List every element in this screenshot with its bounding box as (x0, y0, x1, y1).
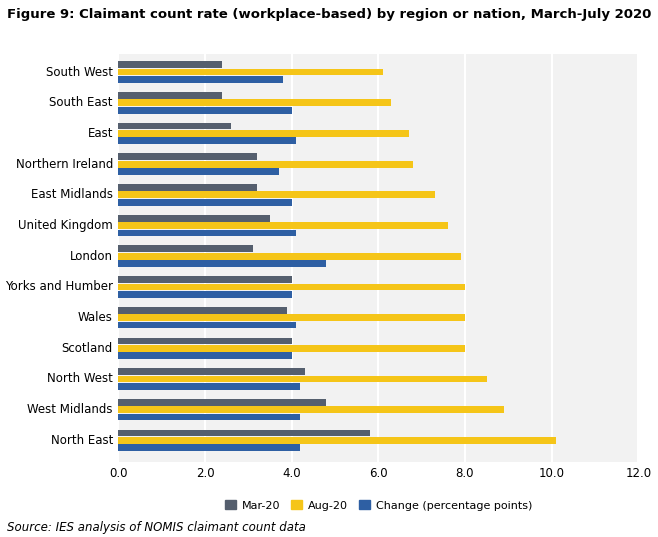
Bar (118, 229, 296, 236)
Bar (118, 399, 326, 405)
Bar (118, 137, 296, 144)
Bar (118, 184, 257, 191)
Bar (118, 76, 283, 83)
Bar (118, 192, 435, 198)
Bar (118, 168, 279, 175)
Bar (118, 154, 257, 160)
Bar (118, 383, 300, 390)
Bar (118, 291, 291, 297)
Bar (118, 444, 300, 451)
Bar (118, 99, 392, 106)
Bar (118, 375, 487, 382)
Bar (118, 322, 296, 328)
Bar (118, 260, 326, 267)
Bar (118, 437, 556, 444)
Bar (118, 284, 465, 291)
Text: Figure 9: Claimant count rate (workplace-based) by region or nation, March-July : Figure 9: Claimant count rate (workplace… (7, 8, 651, 21)
Bar (118, 368, 305, 375)
Bar (118, 92, 222, 99)
Bar (118, 352, 291, 359)
Bar (118, 107, 291, 113)
Bar (118, 215, 270, 222)
Bar (118, 69, 383, 76)
Bar (118, 199, 291, 206)
Bar (118, 413, 300, 420)
Bar (118, 276, 291, 283)
Text: Source: IES analysis of NOMIS claimant count data: Source: IES analysis of NOMIS claimant c… (7, 521, 305, 534)
Bar (118, 407, 504, 413)
Bar (118, 345, 465, 352)
Bar (118, 307, 288, 314)
Legend: Mar-20, Aug-20, Change (percentage points): Mar-20, Aug-20, Change (percentage point… (220, 496, 536, 515)
Bar (118, 253, 461, 259)
Bar (118, 161, 413, 168)
Bar (118, 245, 253, 252)
Bar (118, 123, 231, 129)
Bar (118, 430, 370, 437)
Bar (118, 314, 465, 321)
Bar (118, 222, 447, 229)
Bar (118, 130, 409, 137)
Bar (118, 61, 222, 68)
Bar (118, 338, 291, 344)
